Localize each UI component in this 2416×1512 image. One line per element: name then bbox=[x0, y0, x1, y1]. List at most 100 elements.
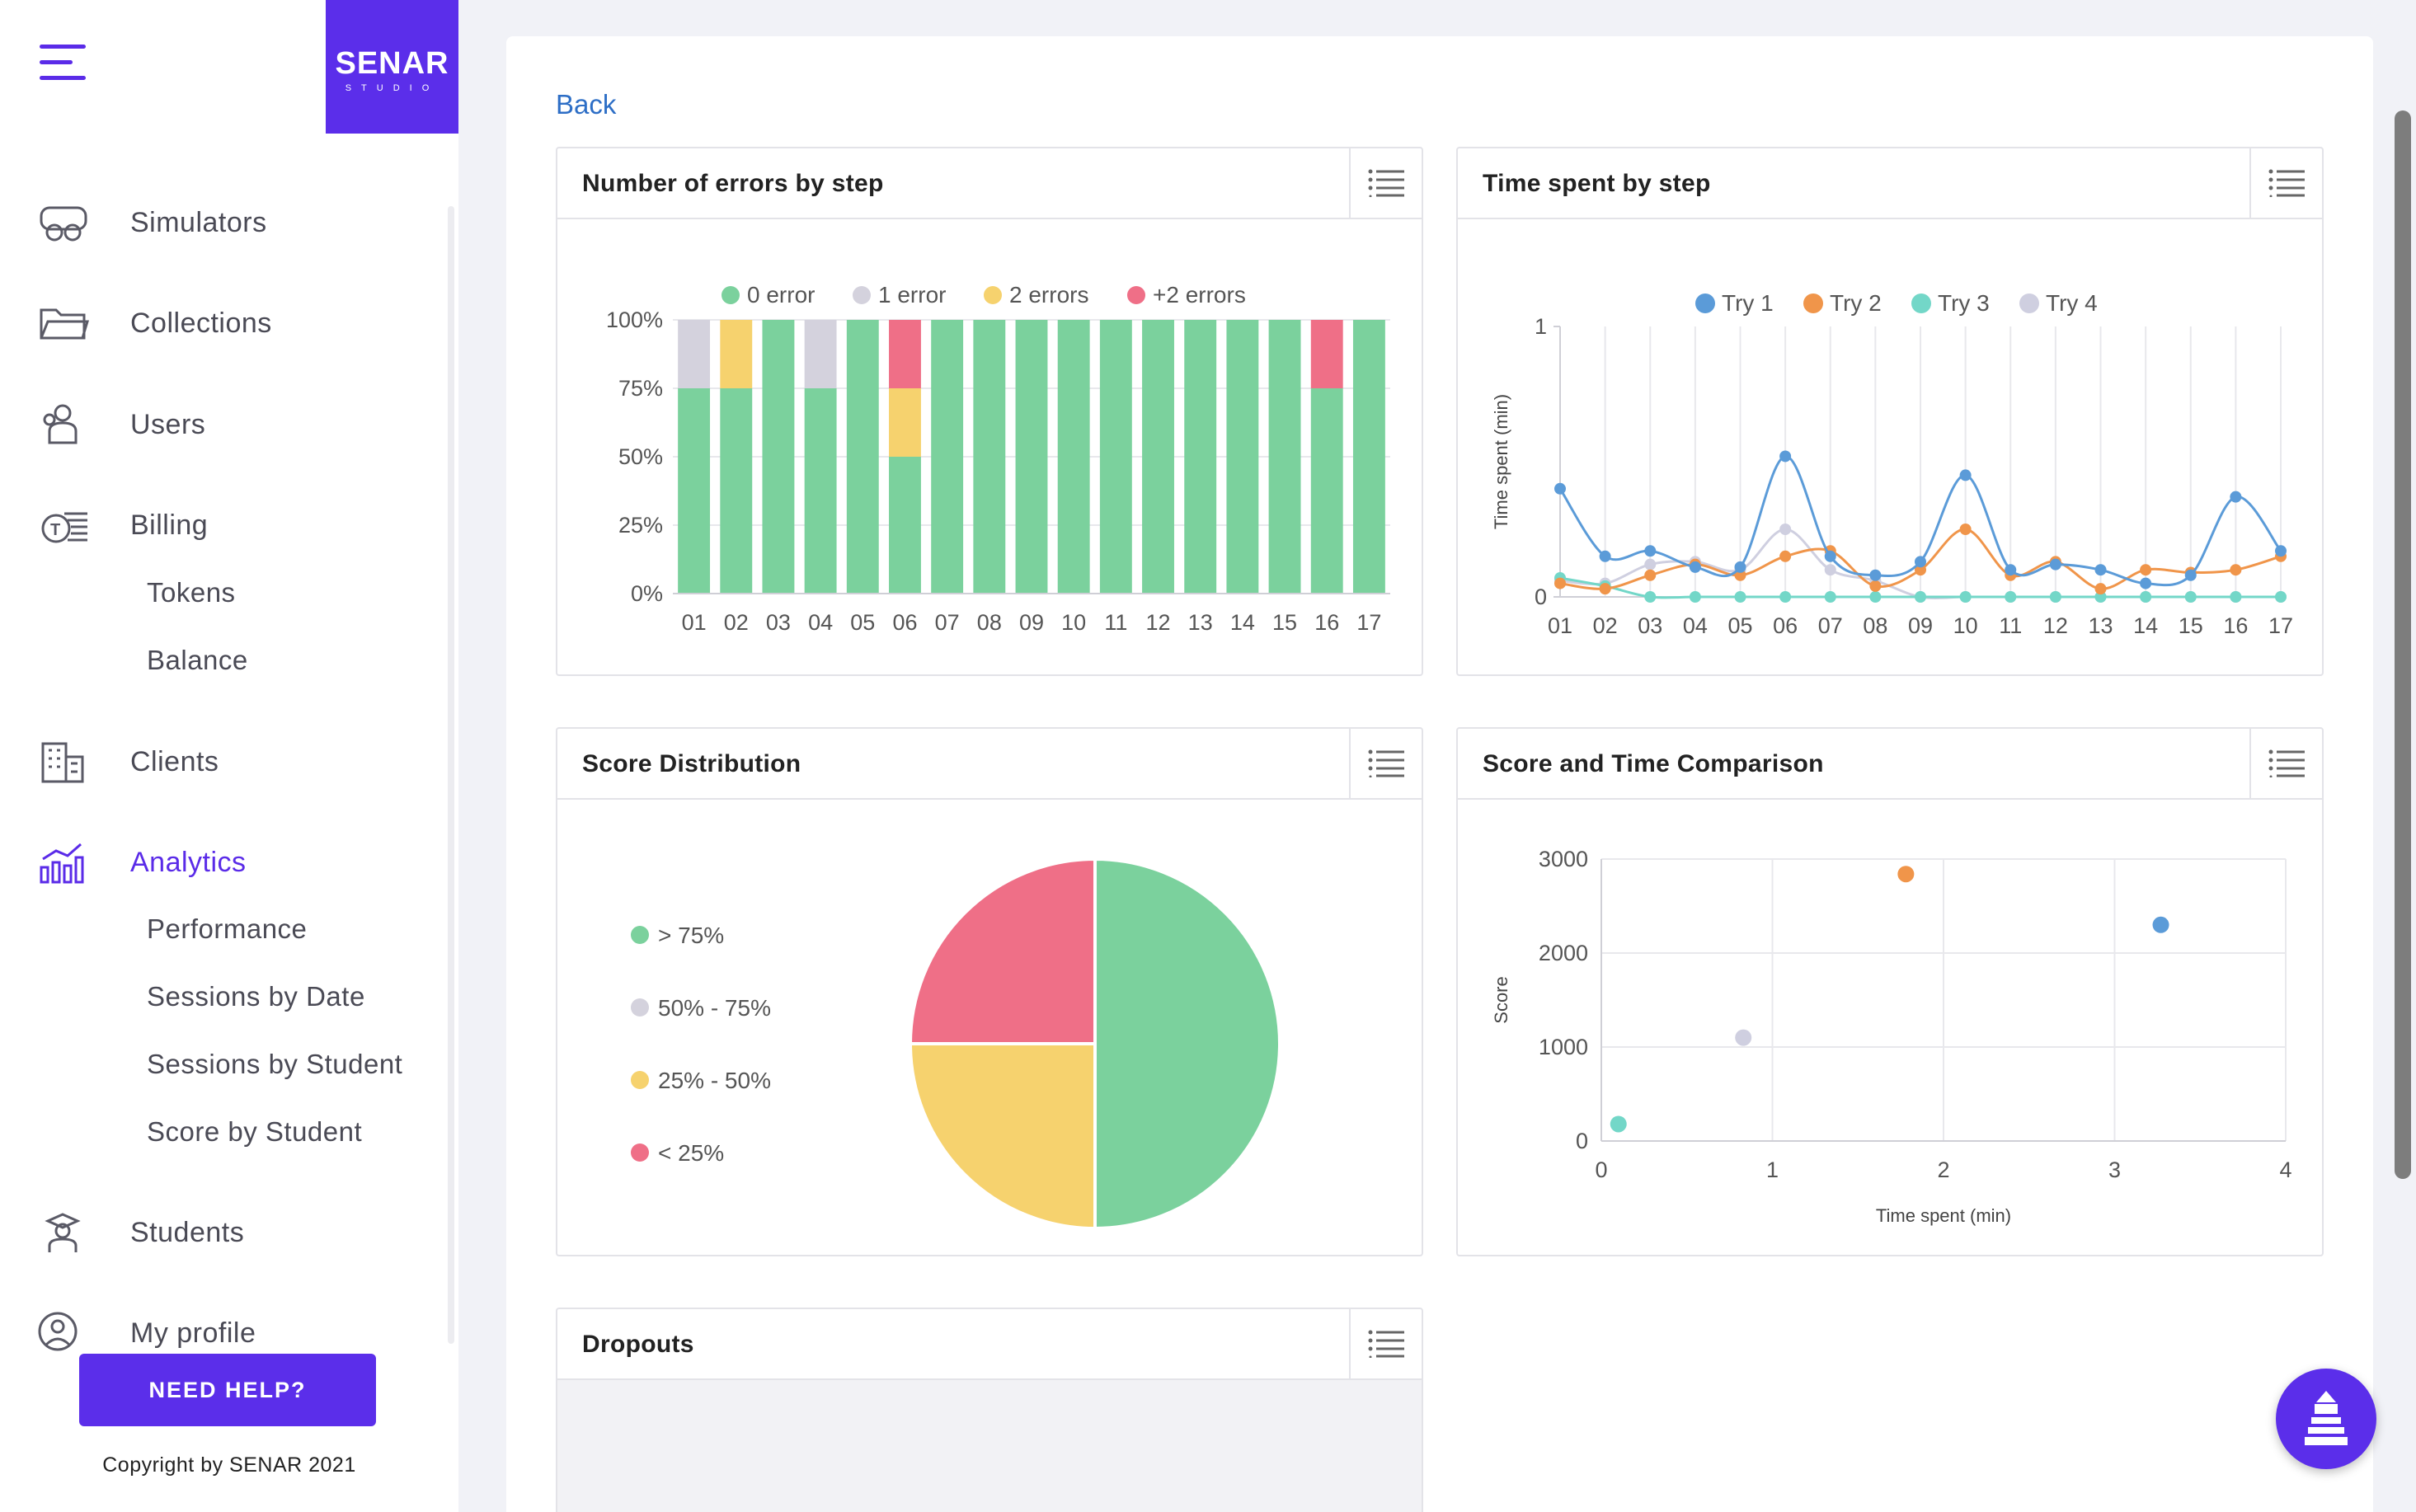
sidebar-item-clients[interactable]: Clients bbox=[38, 737, 434, 787]
logo-brand: SENAR bbox=[335, 46, 449, 81]
y-tick-label: 75% bbox=[618, 376, 663, 401]
hamburger-menu-icon[interactable] bbox=[40, 45, 86, 91]
sidebar-subitem-sessions-by-student[interactable]: Sessions by Student bbox=[147, 1049, 403, 1079]
time-by-step-panel: Time spent by step Try 1 Try 2 Try 3 Try 4 0… bbox=[1456, 147, 2324, 676]
x-tick-label: 15 bbox=[1272, 610, 1297, 635]
x-tick-label: 16 bbox=[1314, 610, 1339, 635]
data-point bbox=[1599, 583, 1611, 595]
data-point bbox=[1779, 450, 1792, 463]
bar-segment bbox=[846, 320, 879, 594]
pie-slice bbox=[908, 1042, 1097, 1231]
bar-segment bbox=[889, 457, 921, 594]
sidebar-item-students[interactable]: Students bbox=[38, 1208, 434, 1257]
sidebar-item-label: Users bbox=[130, 408, 206, 440]
chart-menu-button[interactable] bbox=[2249, 148, 2322, 218]
x-tick-label: 07 bbox=[935, 610, 960, 635]
legend-label: > 75% bbox=[658, 923, 724, 948]
x-tick-label: 4 bbox=[2279, 1157, 2291, 1182]
copyright-text: Copyright by SENAR 2021 bbox=[102, 1453, 356, 1477]
sidebar-item-label: Billing bbox=[130, 509, 209, 541]
coins-icon: T bbox=[41, 512, 87, 543]
data-point bbox=[2049, 558, 2061, 571]
panel-header: Time spent by step bbox=[1458, 148, 2322, 219]
chart-menu-button[interactable] bbox=[1349, 148, 1422, 218]
sidebar-subitem-tokens[interactable]: Tokens bbox=[147, 577, 236, 608]
sidebar-subitem-score-by-student[interactable]: Score by Student bbox=[147, 1116, 363, 1147]
back-link[interactable]: Back bbox=[556, 89, 617, 120]
sidebar-scrollbar[interactable] bbox=[448, 206, 454, 1344]
x-axis-title: Time spent (min) bbox=[1876, 1205, 2011, 1226]
data-point bbox=[1644, 558, 1657, 571]
x-tick-label: 01 bbox=[1548, 613, 1572, 638]
bar-segment bbox=[889, 320, 921, 388]
sidebar-item-label: Students bbox=[130, 1216, 245, 1248]
x-tick-label: 17 bbox=[1356, 610, 1381, 635]
bar-segment bbox=[889, 388, 921, 457]
x-tick-label: 1 bbox=[1766, 1157, 1779, 1182]
senar-logo[interactable]: SENAR STUDIO bbox=[326, 0, 458, 134]
sidebar-item-collections[interactable]: Collections bbox=[38, 298, 434, 348]
panel-title: Number of errors by step bbox=[582, 170, 884, 197]
data-point bbox=[1689, 561, 1701, 573]
help-lighthouse-button[interactable] bbox=[2276, 1369, 2376, 1469]
data-point bbox=[2184, 591, 2197, 603]
list-menu-icon bbox=[2268, 169, 2305, 197]
sidebar-subitem-performance[interactable]: Performance bbox=[147, 913, 308, 944]
score-distribution-panel: Score Distribution > 75% 50% - 75% 25% - 5… bbox=[556, 727, 1423, 1256]
sidebar-subitem-sessions-by-date[interactable]: Sessions by Date bbox=[147, 981, 365, 1012]
sidebar-item-my-profile[interactable]: My profile bbox=[38, 1308, 434, 1358]
x-tick-label: 17 bbox=[2268, 613, 2293, 638]
sidebar-item-simulators[interactable]: Simulators bbox=[38, 198, 434, 247]
users-icon bbox=[43, 404, 78, 444]
panel-title: Dropouts bbox=[582, 1331, 694, 1358]
bar-segment bbox=[678, 320, 711, 388]
sidebar-subitem-balance[interactable]: Balance bbox=[147, 645, 248, 675]
scatter-point bbox=[1897, 866, 1915, 883]
chart-menu-button[interactable] bbox=[2249, 729, 2322, 798]
legend-marker bbox=[631, 926, 649, 944]
data-point bbox=[1734, 561, 1746, 573]
list-menu-icon bbox=[1368, 749, 1404, 777]
data-point bbox=[2275, 591, 2287, 603]
legend-label: Try 4 bbox=[2046, 290, 2098, 316]
x-tick-label: 2 bbox=[1937, 1157, 1949, 1182]
chart-menu-button[interactable] bbox=[1349, 1309, 1422, 1378]
score-scatter-chart: 0 1 2 3 4 0 1000 2000 3000 Time spent (min) Score bbox=[1491, 847, 2292, 1226]
list-menu-icon bbox=[1368, 169, 1404, 197]
time-line-chart: Try 1 Try 2 Try 3 Try 401 02 03 04 05 06 07 08 09 10… bbox=[1491, 290, 2293, 638]
x-tick-label: 14 bbox=[2133, 613, 2158, 638]
data-point bbox=[2230, 491, 2242, 503]
x-tick-label: 02 bbox=[1593, 613, 1618, 638]
x-tick-label: 12 bbox=[1146, 610, 1171, 635]
bar-segment bbox=[678, 388, 711, 594]
legend-label: 1 error bbox=[878, 282, 946, 308]
x-tick-label: 04 bbox=[1683, 613, 1708, 638]
data-point bbox=[1554, 577, 1566, 589]
x-tick-label: 08 bbox=[977, 610, 1002, 635]
pie-slice bbox=[908, 857, 1097, 1045]
bar-segment bbox=[1057, 320, 1090, 594]
data-point bbox=[1554, 482, 1566, 495]
sidebar-item-label: Analytics bbox=[130, 846, 247, 878]
data-point bbox=[1599, 550, 1611, 562]
legend-marker bbox=[984, 286, 1002, 304]
errors-bar-chart: 0 error 1 error 2 errors +2 errors 0% 25% 50% 7… bbox=[606, 282, 1390, 635]
x-tick-label: 0 bbox=[1595, 1157, 1607, 1182]
y-tick-label: 0 bbox=[1576, 1129, 1588, 1153]
bar-segment bbox=[1099, 320, 1132, 594]
data-point bbox=[1779, 524, 1792, 535]
sidebar-item-billing[interactable]: T Billing bbox=[38, 500, 434, 550]
x-tick-label: 05 bbox=[1727, 613, 1752, 638]
lighthouse-icon bbox=[2305, 1391, 2348, 1445]
data-point bbox=[1779, 591, 1792, 603]
x-tick-label: 13 bbox=[2088, 613, 2113, 638]
need-help-button[interactable]: NEED HELP? bbox=[79, 1354, 376, 1426]
y-tick-label: 100% bbox=[606, 308, 663, 332]
sidebar-item-analytics[interactable]: Analytics bbox=[38, 838, 434, 887]
page-scrollbar[interactable] bbox=[2395, 110, 2411, 1179]
x-tick-label: 06 bbox=[892, 610, 917, 635]
data-point bbox=[1734, 569, 1746, 581]
chart-menu-button[interactable] bbox=[1349, 729, 1422, 798]
sidebar-item-users[interactable]: Users bbox=[38, 400, 434, 449]
data-point bbox=[1869, 569, 1882, 581]
